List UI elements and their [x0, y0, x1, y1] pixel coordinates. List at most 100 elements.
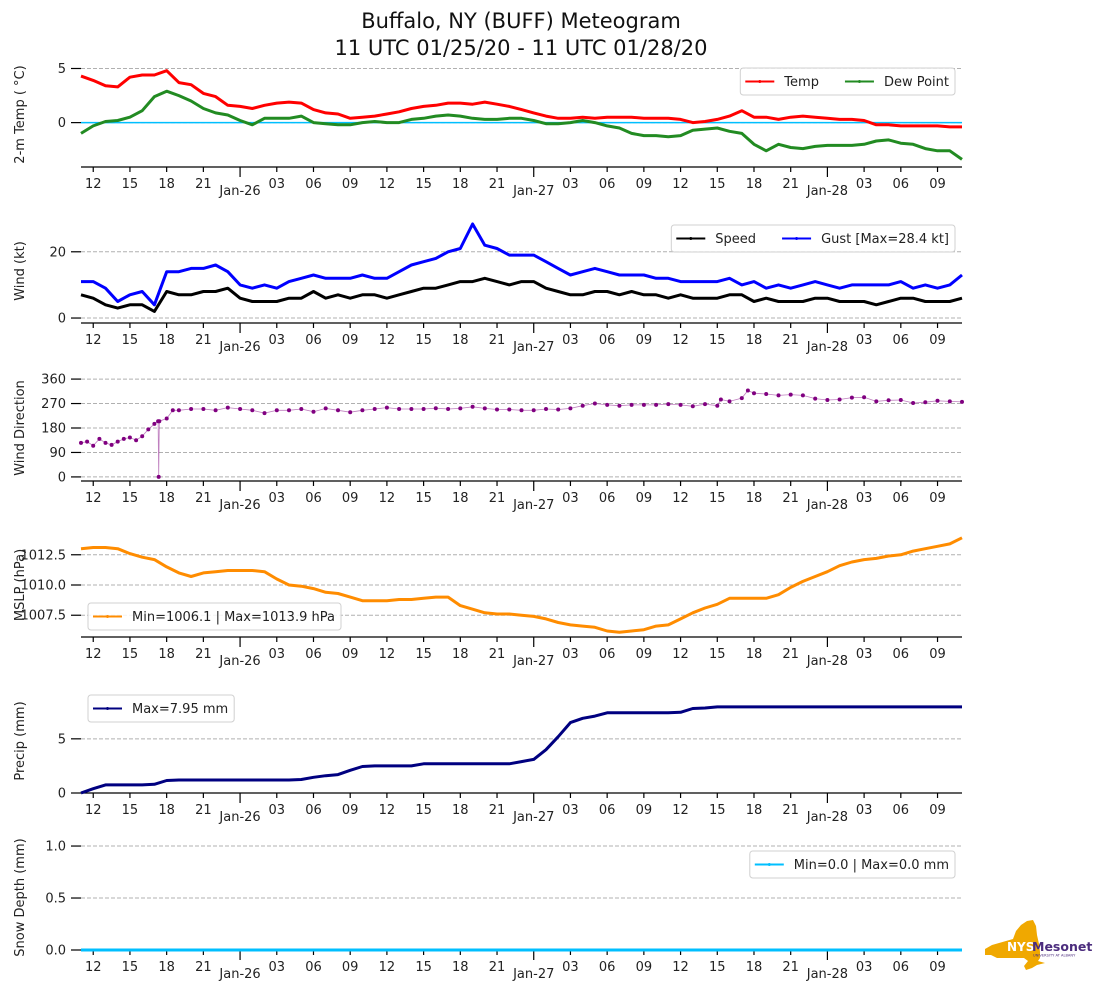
xtick-label: 06: [305, 960, 322, 975]
xtick-label: 15: [122, 960, 139, 975]
figure-title: Buffalo, NY (BUFF) Meteogram: [361, 9, 681, 33]
wind-direction-point: [170, 408, 175, 413]
xtick-label: 03: [269, 333, 286, 348]
y-axis-label: MSLP (hPa): [13, 549, 28, 621]
wind-direction-point: [923, 400, 928, 405]
xtick-label: 12: [379, 491, 396, 506]
xtick-label: 15: [122, 803, 139, 818]
xtick-label: 15: [709, 491, 726, 506]
ytick-label: 1.0: [45, 840, 66, 855]
xtick-label: 12: [85, 333, 102, 348]
wind-direction-point: [531, 408, 536, 413]
xtick-date-label: Jan-28: [806, 184, 848, 199]
ytick-label: 270: [41, 397, 66, 412]
xtick-date-label: Jan-26: [218, 810, 260, 825]
xtick-label: 15: [415, 960, 432, 975]
wind-direction-point: [121, 436, 126, 441]
ytick-label: 0: [58, 470, 66, 485]
wind-direction-point: [703, 402, 707, 407]
legend-label: Dew Point: [884, 75, 949, 90]
xtick-date-label: Jan-26: [218, 340, 260, 355]
xtick-label: 06: [599, 333, 616, 348]
wind-direction-point: [764, 392, 769, 396]
xtick-label: 21: [195, 647, 212, 662]
ytick-label: 90: [49, 446, 66, 461]
xtick-label: 06: [893, 177, 910, 192]
series-temp-line: [80, 69, 962, 129]
xtick-label: 06: [893, 803, 910, 818]
wind-direction-point: [250, 408, 255, 413]
xtick-date-label: Jan-27: [512, 654, 554, 669]
wind-direction-point: [837, 397, 842, 402]
xtick-label: 09: [929, 647, 946, 662]
wind-direction-point: [433, 406, 438, 411]
xtick-label: 03: [856, 647, 873, 662]
xtick-label: 18: [746, 960, 763, 975]
xtick-label: 12: [672, 647, 689, 662]
wind-direction-point: [482, 406, 487, 411]
wind-direction-point: [605, 402, 610, 407]
xtick-label: 15: [709, 647, 726, 662]
xtick-label: 06: [305, 803, 322, 818]
xtick-label: 12: [85, 960, 102, 975]
wind-direction-point: [134, 438, 139, 443]
panel-temperature: 0 5 2-m Temp ( °C) 12 15 18 21 Jan-26 03 06 09 12 15…: [13, 62, 963, 199]
xtick-label: 21: [489, 647, 506, 662]
xtick-label: 12: [85, 803, 102, 818]
wind-direction-point: [592, 401, 597, 406]
wind-direction-point: [156, 474, 161, 479]
wind-direction-point: [262, 411, 267, 416]
xtick-label: 09: [636, 333, 653, 348]
xtick-label: 21: [782, 647, 799, 662]
xtick-label: 12: [379, 960, 396, 975]
xtick-date-label: Jan-26: [218, 967, 260, 982]
y-axis-label: Snow Depth (mm): [13, 838, 28, 956]
xtick-date-label: Jan-26: [218, 184, 260, 199]
series-speed-line: [80, 276, 963, 313]
xtick-date-label: Jan-26: [218, 654, 260, 669]
xtick-date-label: Jan-26: [218, 498, 260, 513]
xtick-label: 09: [929, 960, 946, 975]
xtick-label: 09: [636, 803, 653, 818]
xtick-label: 03: [856, 333, 873, 348]
wind-direction-point: [678, 402, 683, 407]
ytick-label: 0: [58, 787, 66, 802]
xtick-label: 03: [562, 177, 579, 192]
ytick-label: 360: [41, 373, 66, 388]
wind-direction-point: [372, 407, 377, 411]
xtick-label: 06: [599, 177, 616, 192]
wind-direction-point: [384, 405, 389, 410]
xtick-date-label: Jan-28: [806, 967, 848, 982]
wind-direction-point: [690, 404, 695, 409]
ytick-label: 0: [58, 116, 66, 131]
legend-marker: [689, 237, 693, 240]
xtick-label: 09: [929, 177, 946, 192]
xtick-label: 15: [415, 647, 432, 662]
xtick-label: 09: [342, 333, 359, 348]
logo-brand-text: Mesonet: [1032, 939, 1092, 954]
wind-direction-point: [715, 403, 720, 408]
xtick-label: 09: [342, 491, 359, 506]
xtick-label: 06: [305, 177, 322, 192]
xtick-label: 12: [672, 177, 689, 192]
xtick-label: 12: [379, 803, 396, 818]
xtick-label: 18: [746, 333, 763, 348]
wind-direction-point: [495, 407, 499, 412]
xtick-label: 18: [158, 960, 175, 975]
xtick-label: 09: [929, 803, 946, 818]
legend-box: [670, 224, 956, 253]
wind-direction-point: [127, 435, 132, 440]
xtick-label: 15: [415, 491, 432, 506]
xtick-label: 09: [342, 960, 359, 975]
series-wind-direction-markers: [79, 388, 964, 479]
panel-wind: 0 20 Wind (kt) 12 15 18 21 Jan-26 03 06 09 12 15 18 21…: [13, 222, 963, 355]
wind-direction-point: [115, 439, 120, 444]
series-dew-point-line: [80, 89, 963, 161]
xtick-label: 12: [85, 491, 102, 506]
wind-direction-point: [287, 408, 291, 413]
logo-subtitle-text: UNIVERSITY AT ALBANY: [1033, 954, 1076, 958]
wind-direction-point: [519, 408, 524, 413]
wind-direction-point: [225, 405, 230, 410]
wind-direction-point: [140, 434, 145, 439]
xtick-label: 12: [672, 333, 689, 348]
